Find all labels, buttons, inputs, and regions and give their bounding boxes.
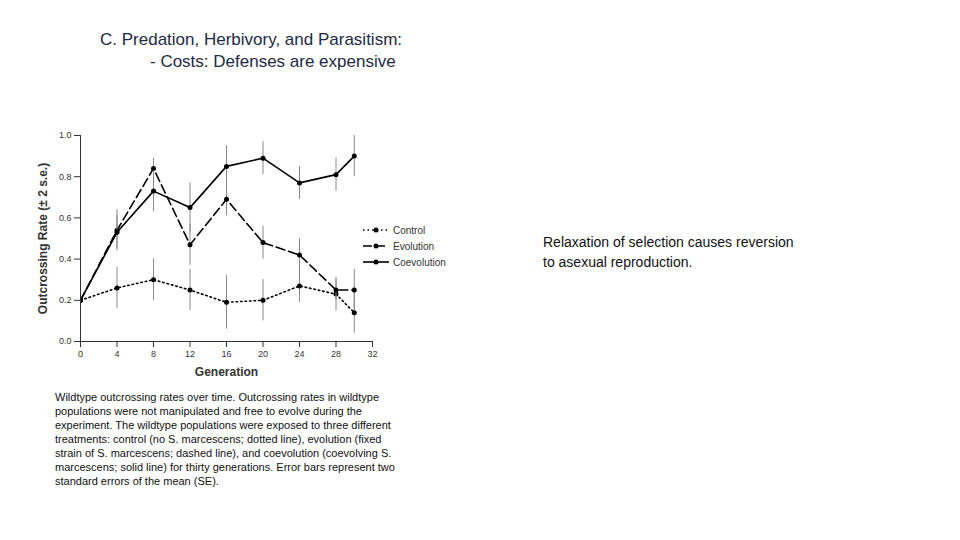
svg-text:12: 12 xyxy=(185,349,195,359)
svg-text:0.0: 0.0 xyxy=(59,336,72,346)
svg-text:16: 16 xyxy=(221,349,231,359)
html-text:- Costs: Defenses are expensiv: - Costs: Defenses are expensive xyxy=(150,52,396,71)
svg-text:Outcrossing Rate (± 2 s.e.): Outcrossing Rate (± 2 s.e.) xyxy=(36,163,50,314)
html-text:Wildtype outcrossing rates ove: Wildtype outcrossing rates over time. Ou… xyxy=(55,391,395,487)
svg-text:32: 32 xyxy=(367,349,377,359)
svg-text:0.8: 0.8 xyxy=(59,172,72,182)
svg-text:1.0: 1.0 xyxy=(59,130,72,140)
html-text:Coevolution: Coevolution xyxy=(393,256,446,268)
svg-text:4: 4 xyxy=(114,349,119,359)
html-text:Control: Control xyxy=(393,224,426,236)
svg-text:24: 24 xyxy=(294,349,304,359)
svg-text:20: 20 xyxy=(258,349,268,359)
html-text:C. Predation, Herbivory, and P: C. Predation, Herbivory, and Parasitism: xyxy=(100,30,402,49)
svg-text:0: 0 xyxy=(78,349,83,359)
svg-text:Generation: Generation xyxy=(195,365,258,379)
svg-text:0.4: 0.4 xyxy=(59,254,72,264)
html-text:Evolution: Evolution xyxy=(393,240,435,252)
svg-text:0.6: 0.6 xyxy=(59,213,72,223)
svg-text:0.2: 0.2 xyxy=(59,295,72,305)
svg-text:28: 28 xyxy=(331,349,341,359)
html-text:Relaxation of selection causes: Relaxation of selection causes reversion… xyxy=(543,234,794,270)
svg-text:8: 8 xyxy=(151,349,156,359)
